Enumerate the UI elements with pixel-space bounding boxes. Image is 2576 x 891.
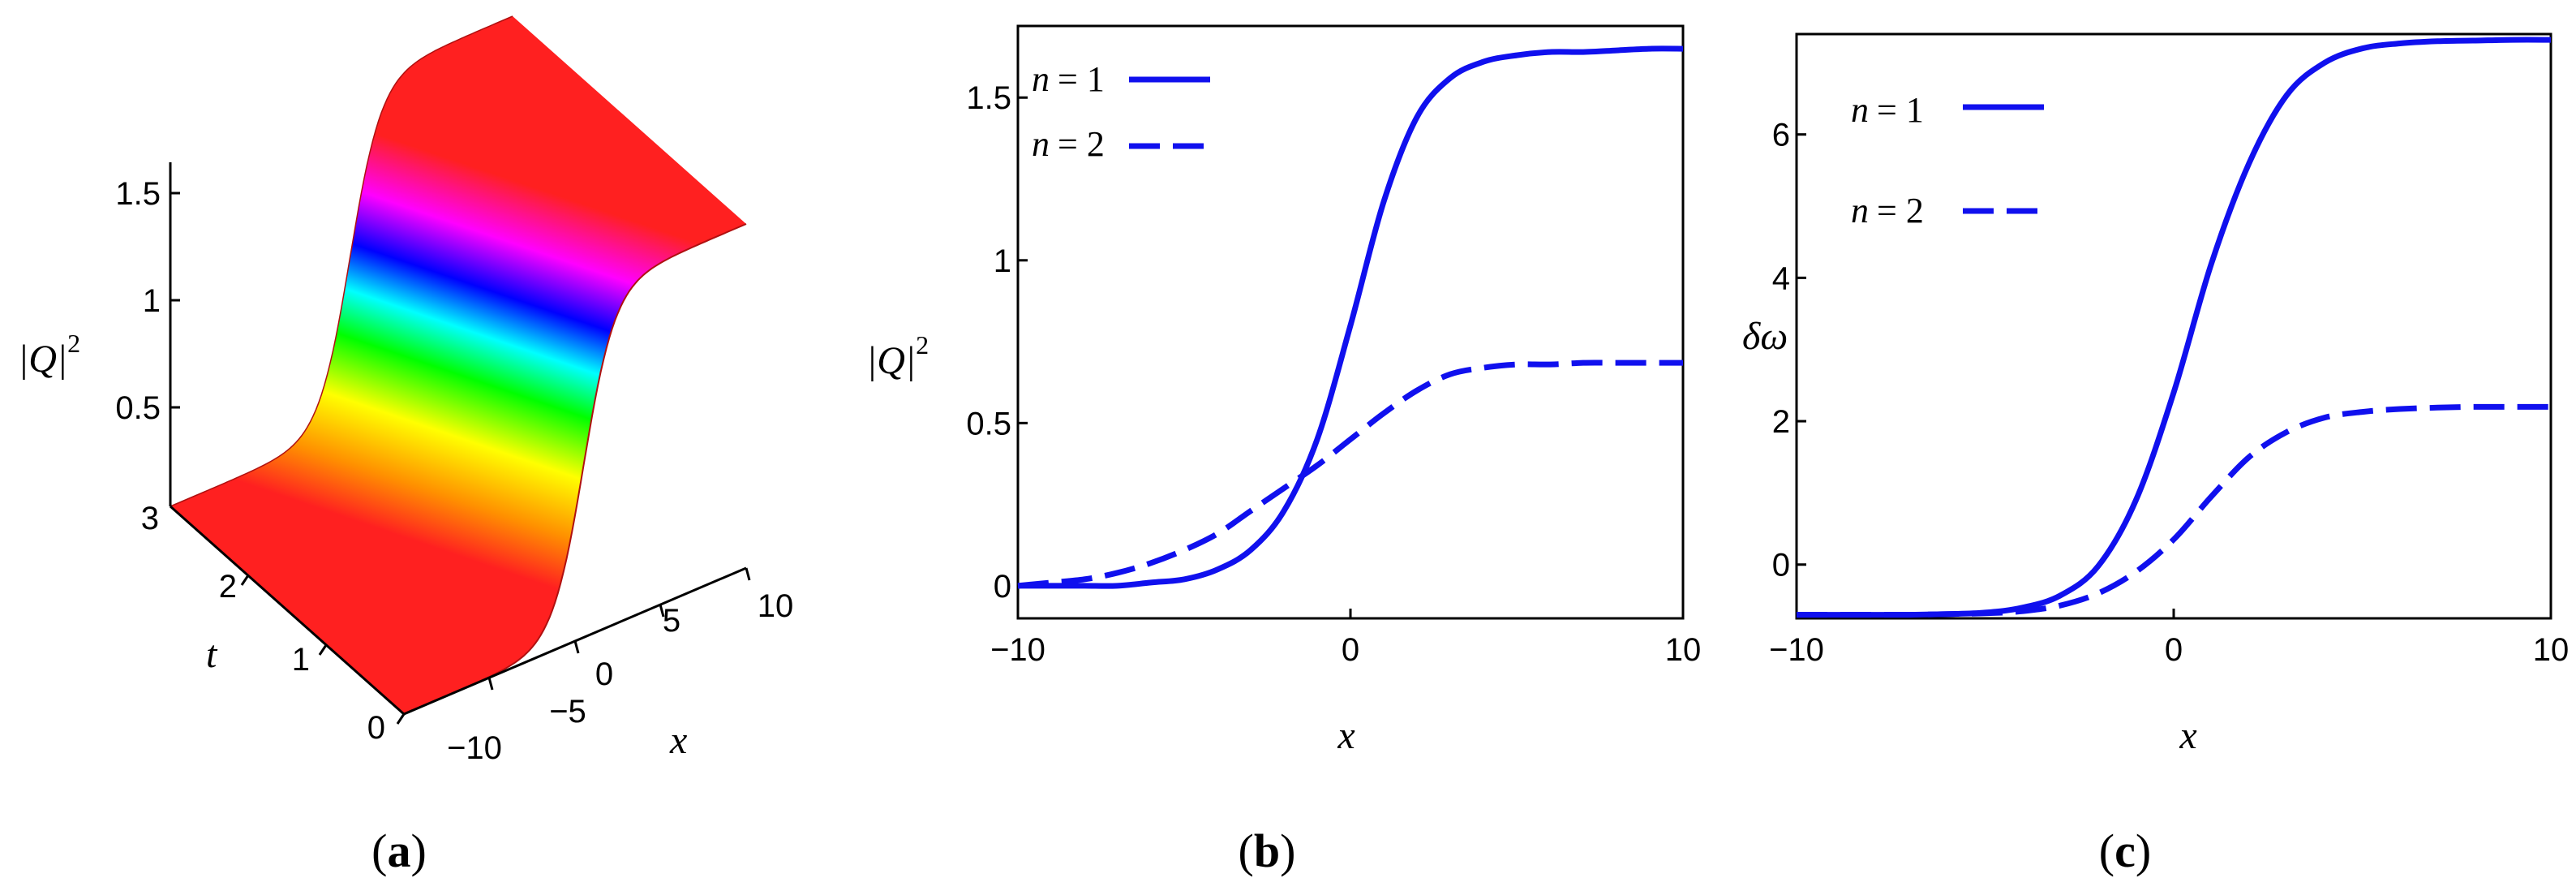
t-ticks: 0 1 2 3	[141, 501, 406, 746]
t-axis-line	[170, 505, 405, 716]
y-axis-label: δω	[1742, 315, 1788, 358]
legend-entry-n2: n = 2	[1032, 124, 1105, 164]
y-tick-label: 2	[1772, 404, 1790, 440]
y-tick-label: 0.5	[966, 406, 1011, 441]
series-lines	[1017, 45, 1684, 589]
surface-mesh	[170, 16, 746, 714]
z-axis-label: |Q|2	[18, 329, 80, 381]
series-lines	[1796, 37, 2552, 618]
x-axis-label: x	[2179, 714, 2196, 757]
y-tick-label: 0	[1772, 548, 1790, 583]
line-chart-c: −10 0 10 0 2 4 6 n = 1 n = 2 x δω (c)	[1742, 32, 2569, 877]
x3d-tick-label: 5	[663, 603, 680, 639]
legend-entry-n2: n = 2	[1851, 191, 1924, 230]
legend-entry-n1: n = 1	[1851, 90, 1924, 130]
z-tick-label: 1	[143, 283, 161, 319]
t-tick-label: 2	[219, 569, 237, 605]
z-tick-label: 1.5	[115, 176, 161, 212]
surface-plot-panel: 0.5 1 1.5 |Q|2 0 1 2 3 t −10 −5	[18, 15, 794, 877]
x3d-tick-label: −10	[447, 730, 502, 766]
z-tick-0.5: 0.5	[115, 390, 180, 426]
y-axis-label: |Q|2	[866, 330, 929, 382]
x-ticks-3d: −10 −5 0 5 10	[447, 567, 794, 766]
z-tick-1: 1	[143, 283, 180, 319]
panel-label-c: (c)	[2099, 824, 2151, 877]
t-axis-label: t	[206, 633, 218, 676]
series-line-2	[1796, 403, 2551, 618]
x-tick-label: 0	[2165, 632, 2183, 668]
y-tick-label: 4	[1772, 260, 1790, 296]
panel-label-a: (a)	[371, 824, 427, 877]
x-tick-label: −10	[1769, 632, 1824, 668]
axis-ticks: −10 0 10 0 0.5 1 1.5	[966, 80, 1701, 668]
x-tick-label: 0	[1342, 632, 1359, 668]
z-tick-1.5: 1.5	[115, 176, 180, 212]
legend: n = 1 n = 2	[1851, 90, 2044, 230]
z-tick-label: 0.5	[115, 390, 161, 426]
legend: n = 1 n = 2	[1032, 59, 1210, 164]
y-tick-label: 6	[1772, 118, 1790, 153]
y-tick-label: 1.5	[966, 80, 1011, 116]
x-axis-label: x	[669, 719, 687, 762]
t-tick-label: 0	[367, 710, 385, 746]
line-chart-b: −10 0 10 0 0.5 1 1.5 n = 1 n = 2 x |Q|2 (b)	[866, 24, 1701, 877]
t-tick-label: 3	[141, 501, 159, 536]
series-line-1	[1017, 45, 1684, 589]
axis-ticks: −10 0 10 0 2 4 6	[1769, 118, 2569, 668]
x-tick-label: 10	[2533, 632, 2570, 668]
surface-back-edge	[170, 15, 513, 507]
x3d-tick-label: 0	[595, 656, 613, 692]
x3d-tick-label: −5	[549, 694, 586, 730]
panel-label-b: (b)	[1239, 824, 1296, 877]
x-tick-label: 10	[1665, 632, 1702, 668]
x-tick-label: −10	[990, 632, 1045, 668]
y-tick-label: 1	[994, 243, 1011, 279]
t-tick-label: 1	[292, 642, 310, 678]
series-line-2	[1017, 359, 1683, 589]
x3d-tick-label: 10	[758, 588, 794, 624]
y-tick-label: 0	[994, 569, 1011, 605]
x-axis-label: x	[1337, 714, 1355, 757]
legend-entry-n1: n = 1	[1032, 59, 1105, 99]
